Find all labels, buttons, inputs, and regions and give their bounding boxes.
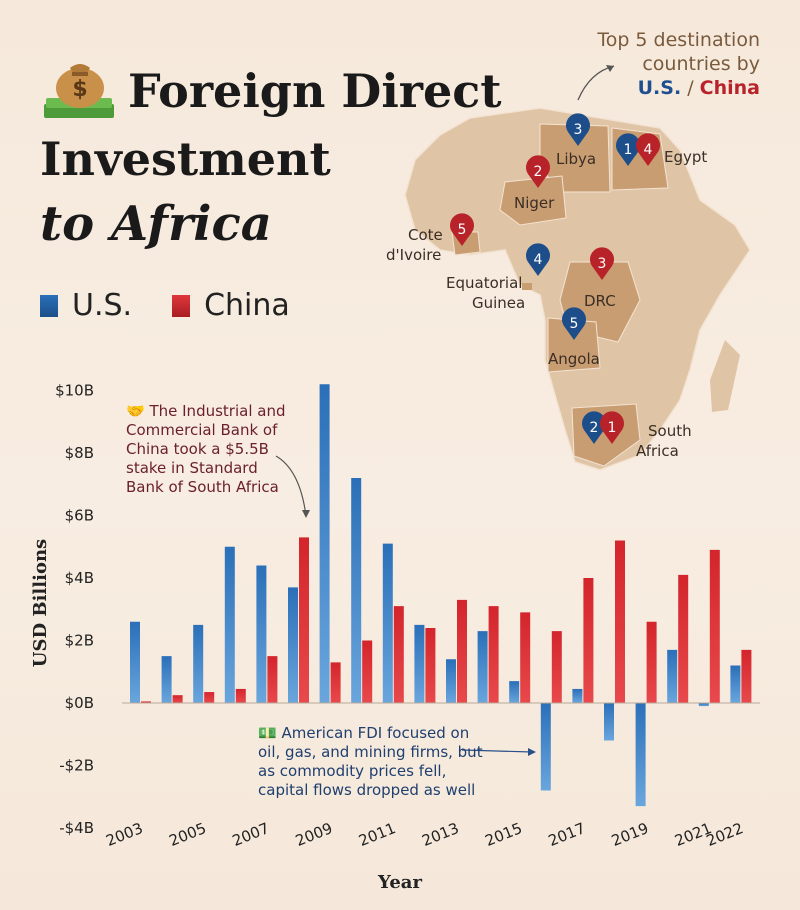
- bar-us-2018: [604, 703, 614, 741]
- y-tick-label: -$2B: [59, 757, 94, 775]
- y-axis-title: USD Billions: [30, 539, 51, 667]
- y-tick-label: $0B: [65, 694, 94, 712]
- y-tick-label: $2B: [65, 632, 94, 650]
- svg-text:$: $: [72, 77, 87, 102]
- annotation-arrow-usfdi: [461, 749, 533, 753]
- page-title-line3: to Africa: [40, 196, 272, 252]
- x-tick-label: 2017: [546, 819, 588, 850]
- bar-china-2012: [425, 628, 436, 703]
- bar-china-2018: [615, 540, 625, 703]
- x-axis-title: Year: [377, 872, 422, 893]
- bar-us-2022: [730, 665, 741, 703]
- bar-china-2017: [583, 578, 594, 703]
- bar-china-2022: [741, 649, 752, 703]
- bar-china-2011: [393, 606, 404, 703]
- bar-china-2004: [172, 695, 183, 703]
- y-tick-label: $8B: [65, 444, 94, 462]
- x-tick-label: 2022: [704, 819, 746, 850]
- bar-us-2013: [446, 659, 456, 703]
- top5-sep: /: [681, 77, 700, 99]
- cash-icon: 💵: [258, 724, 277, 742]
- bar-us-2005: [193, 624, 204, 703]
- bar-us-2014: [477, 631, 488, 703]
- bar-us-2007: [256, 565, 267, 703]
- top5-line1: Top 5 destination: [597, 29, 760, 51]
- bar-us-2015: [509, 681, 520, 703]
- bar-us-2003: [130, 621, 140, 703]
- legend-item-us: U.S.: [40, 288, 132, 323]
- legend-swatch-china: [172, 294, 191, 317]
- top5-us: U.S.: [637, 77, 682, 99]
- bar-china-2015: [520, 612, 531, 703]
- x-tick-label: 2011: [356, 819, 398, 850]
- y-tick-label: $10B: [55, 382, 94, 400]
- x-tick-label: 2005: [167, 819, 209, 850]
- y-tick-group: $10B $8B $6B $4B $2B $0B -$2B -$4B: [55, 382, 94, 838]
- y-tick-label: -$4B: [59, 819, 94, 837]
- bar-us-2010: [351, 478, 362, 703]
- x-tick-label: 2003: [103, 819, 145, 850]
- y-tick-label: $6B: [65, 507, 94, 525]
- bar-us-2017: [572, 688, 583, 703]
- y-tick-label: $4B: [65, 569, 94, 587]
- x-tick-label: 2013: [419, 819, 461, 850]
- bar-us-2008: [288, 587, 298, 703]
- handshake-icon: 🤝: [126, 402, 145, 420]
- bar-china-2008: [299, 537, 309, 703]
- annotation-arrow-icbc: [275, 455, 307, 517]
- bar-china-2003: [141, 701, 151, 703]
- x-tick-label: 2009: [293, 819, 335, 850]
- bar-china-2021: [709, 549, 720, 703]
- top5-caption: Top 5 destination countries by U.S. / Ch…: [597, 28, 760, 100]
- bar-china-2013: [457, 599, 467, 703]
- bar-china-2009: [330, 662, 341, 703]
- top5-line2: countries by: [642, 53, 760, 75]
- bar-us-2004: [161, 656, 172, 703]
- chart-legend: U.S. China: [40, 288, 330, 323]
- bar-group: [130, 384, 752, 807]
- bar-china-2020: [678, 574, 689, 703]
- bar-china-2005: [204, 692, 215, 703]
- annotation-icbc: 🤝 The Industrial and Commercial Bank of …: [126, 402, 296, 497]
- bar-china-2010: [362, 640, 373, 703]
- legend-label-china: China: [204, 288, 290, 323]
- bar-us-2011: [382, 543, 393, 703]
- money-bag-icon: $: [40, 52, 120, 122]
- bar-china-2014: [488, 606, 499, 703]
- x-tick-group: 2003 2005 2007 2009 2011 2013 2015 2017 2019 2021…: [103, 819, 746, 850]
- legend-label-us: U.S.: [72, 288, 133, 323]
- bar-us-2012: [414, 624, 425, 703]
- top5-china: China: [699, 77, 760, 99]
- x-tick-label: 2015: [483, 819, 525, 850]
- bar-us-2009: [319, 384, 330, 703]
- bar-us-2016: [540, 703, 551, 791]
- bar-us-2006: [224, 546, 235, 703]
- bar-us-2020: [667, 649, 678, 703]
- bar-china-2007: [267, 656, 278, 703]
- bar-china-2016: [551, 631, 562, 703]
- x-tick-label: 2019: [609, 819, 651, 850]
- bar-china-2019: [646, 621, 657, 703]
- legend-swatch-us: [40, 294, 58, 317]
- bar-us-2019: [635, 703, 646, 807]
- legend-item-china: China: [172, 288, 290, 323]
- annotation-icbc-text: The Industrial and Commercial Bank of Ch…: [126, 402, 286, 496]
- annotation-us-fdi: 💵 American FDI focused on oil, gas, and …: [258, 724, 488, 800]
- page-title-line2: Investment: [40, 132, 331, 186]
- annotation-us-fdi-text: American FDI focused on oil, gas, and mi…: [258, 724, 483, 799]
- x-tick-label: 2007: [230, 819, 272, 850]
- bar-china-2006: [235, 688, 246, 703]
- bar-us-2021: [698, 703, 709, 707]
- top5-line3: U.S. / China: [597, 76, 760, 100]
